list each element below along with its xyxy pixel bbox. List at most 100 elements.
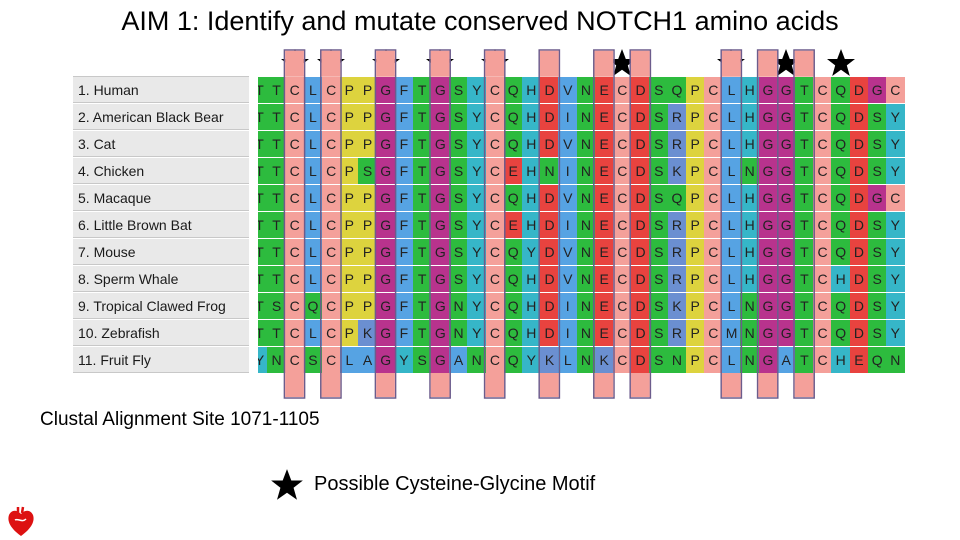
residue-cell: C — [485, 185, 505, 211]
residue-cell: S — [867, 131, 887, 157]
residue-cell: C — [813, 266, 832, 292]
residue-cell: L — [303, 104, 323, 130]
residue-cell: G — [776, 239, 796, 265]
residue-cell: C — [485, 320, 505, 346]
residue-cell: S — [449, 104, 468, 130]
residue-cell: H — [522, 158, 541, 184]
residue-cell: D — [631, 104, 650, 130]
residue-cell: Y — [522, 347, 541, 373]
residue-cell: T — [795, 293, 814, 319]
residue-cell: L — [303, 185, 323, 211]
species-name: 8. Sperm Whale — [73, 266, 249, 292]
residue-cell: E — [594, 293, 614, 319]
residue-cell: N — [576, 77, 596, 103]
residue-cell: F — [394, 77, 414, 103]
residue-cell: C — [485, 131, 505, 157]
residue-cell: G — [758, 212, 778, 238]
residue-cell: N — [576, 104, 596, 130]
residue-cell: G — [776, 212, 796, 238]
residue-cell: C — [485, 77, 505, 103]
residue-cell: F — [394, 212, 414, 238]
residue-cell: G — [376, 320, 396, 346]
residue-cell: E — [594, 77, 614, 103]
residue-cell: G — [758, 266, 778, 292]
residue-cell: D — [849, 212, 869, 238]
residue-cell: P — [340, 320, 359, 346]
residue-cell: D — [540, 77, 559, 103]
residue-cell: G — [776, 320, 796, 346]
residue-cell: L — [722, 266, 741, 292]
residue-cell: C — [813, 131, 832, 157]
residue-cell: G — [776, 104, 796, 130]
residue-cell: Q — [831, 131, 851, 157]
residue-cell: Q — [831, 239, 851, 265]
residue-cell: S — [449, 266, 468, 292]
residue-cell: Q — [503, 293, 523, 319]
residue-cell: L — [340, 347, 359, 373]
residue-cell: P — [358, 266, 377, 292]
residue-cell: C — [613, 239, 632, 265]
residue-cell: E — [594, 131, 614, 157]
residue-cell: Y — [886, 293, 905, 319]
residue-cell: G — [376, 293, 396, 319]
residue-cell: H — [522, 131, 541, 157]
residue-cell: V — [558, 185, 578, 211]
residue-cell: E — [503, 158, 523, 184]
residue-cell: P — [685, 104, 705, 130]
residue-cell: Q — [831, 158, 851, 184]
residue-cell: Q — [503, 266, 523, 292]
residue-cell: Q — [667, 77, 687, 103]
residue-cell: L — [722, 212, 741, 238]
residue-cell: T — [258, 131, 267, 157]
residue-cell: S — [649, 212, 669, 238]
residue-cell: T — [795, 131, 814, 157]
residue-cell: C — [321, 239, 341, 265]
residue-cell: G — [758, 239, 778, 265]
residue-cell: A — [449, 347, 468, 373]
residue-cell: D — [631, 320, 650, 346]
species-name: 5. Macaque — [73, 185, 249, 211]
residue-cell: D — [540, 131, 559, 157]
residue-cell: C — [813, 347, 832, 373]
residue-cell: S — [449, 239, 468, 265]
residue-cell: P — [340, 266, 359, 292]
residue-cell: D — [540, 266, 559, 292]
residue-cell: C — [886, 77, 905, 103]
residue-cell: D — [540, 320, 559, 346]
residue-cell: C — [704, 212, 723, 238]
residue-cell: Q — [503, 185, 523, 211]
residue-cell: S — [412, 347, 432, 373]
residue-cell: P — [685, 239, 705, 265]
residue-cell: G — [758, 293, 778, 319]
residue-cell: Y — [886, 212, 905, 238]
residue-cell: D — [631, 347, 650, 373]
residue-cell: T — [258, 212, 267, 238]
residue-cell: S — [867, 293, 887, 319]
residue-cell: C — [285, 131, 305, 157]
residue-cell: C — [321, 212, 341, 238]
species-name: 7. Mouse — [73, 239, 249, 265]
residue-cell: C — [285, 347, 305, 373]
residue-cell: S — [867, 239, 887, 265]
residue-cell: N — [576, 293, 596, 319]
residue-cell: D — [631, 77, 650, 103]
residue-cell: C — [321, 131, 341, 157]
residue-cell: G — [376, 104, 396, 130]
residue-cell: G — [758, 320, 778, 346]
residue-cell: T — [258, 266, 267, 292]
residue-cell: C — [613, 104, 632, 130]
residue-cell: E — [594, 239, 614, 265]
residue-cell: Q — [503, 347, 523, 373]
residue-cell: G — [431, 131, 450, 157]
residue-cell: Q — [831, 212, 851, 238]
residue-cell: S — [649, 185, 669, 211]
residue-cell: C — [321, 77, 341, 103]
residue-cell: C — [285, 266, 305, 292]
residue-cell: Y — [886, 104, 905, 130]
residue-cell: P — [685, 131, 705, 157]
residue-cell: S — [449, 131, 468, 157]
residue-cell: C — [485, 266, 505, 292]
residue-cell: C — [704, 320, 723, 346]
residue-cell: G — [776, 131, 796, 157]
residue-cell: S — [649, 131, 669, 157]
